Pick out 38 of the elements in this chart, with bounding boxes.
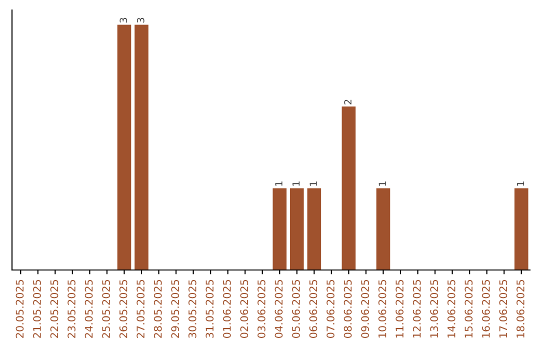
x-tick-label: 16.06.2025 <box>482 280 490 338</box>
x-tick-label: 29.05.2025 <box>171 280 180 338</box>
x-tick-label: 03.06.2025 <box>258 280 266 338</box>
x-tick-label: 23.05.2025 <box>68 280 76 338</box>
data-label: 1 <box>292 182 300 186</box>
x-tick-label: 06.06.2025 <box>309 280 318 338</box>
x-tick-label: 07.06.2025 <box>326 280 334 338</box>
x-tick-label: 15.06.2025 <box>464 280 473 338</box>
x-tick-label: 31.05.2025 <box>206 280 214 338</box>
x-tick-label: 26.05.2025 <box>119 280 128 338</box>
x-tick-label: 11.06.2025 <box>396 280 404 338</box>
data-label: 1 <box>275 182 282 186</box>
data-label: 3 <box>136 18 144 23</box>
x-tick-label: 17.06.2025 <box>499 280 508 338</box>
data-label: 2 <box>344 100 352 104</box>
x-tick-label: 28.05.2025 <box>154 280 162 338</box>
x-tick-label: 21.05.2025 <box>33 280 41 338</box>
data-label: 1 <box>310 182 317 186</box>
x-tick-label: 20.05.2025 <box>16 280 24 338</box>
x-tick-label: 12.06.2025 <box>412 280 421 338</box>
x-tick-label: 27.05.2025 <box>136 280 145 338</box>
data-label: 1 <box>516 182 524 186</box>
x-tick-label: 14.06.2025 <box>447 280 456 338</box>
x-tick-label: 25.05.2025 <box>102 280 110 338</box>
data-label: 3 <box>120 18 128 23</box>
x-tick-label: 10.06.2025 <box>378 280 386 338</box>
x-tick-label: 01.06.2025 <box>222 280 231 338</box>
x-tick-label: 05.06.2025 <box>292 280 300 338</box>
x-tick-label: 18.06.2025 <box>516 280 524 338</box>
x-tick-label: 08.06.2025 <box>344 280 352 338</box>
x-tick-label: 30.05.2025 <box>188 280 196 338</box>
x-tick-label: 02.06.2025 <box>240 280 248 338</box>
x-tick-label: 22.05.2025 <box>50 280 58 338</box>
x-tick-label: 13.06.2025 <box>430 280 438 338</box>
x-tick-label: 09.06.2025 <box>361 280 369 338</box>
x-tick-label: 04.06.2025 <box>274 280 283 338</box>
x-tick-label: 24.05.2025 <box>84 280 93 338</box>
data-label: 1 <box>378 182 386 186</box>
